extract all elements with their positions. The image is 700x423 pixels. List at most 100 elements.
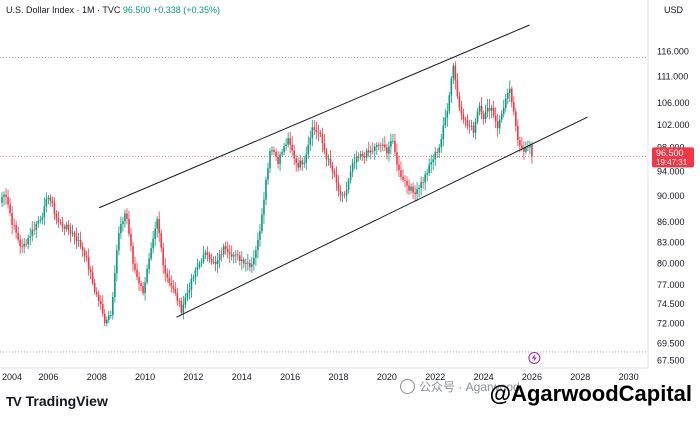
candle-up xyxy=(305,154,308,163)
candle-down xyxy=(519,140,521,146)
candle-up xyxy=(506,92,509,99)
candle-up xyxy=(341,194,344,196)
candle-up xyxy=(110,315,112,316)
candle-down xyxy=(315,129,318,132)
candle-up xyxy=(269,151,271,169)
channel-upper-line xyxy=(98,24,530,209)
candle-down xyxy=(91,272,94,283)
candle-down xyxy=(130,233,132,246)
candle-up xyxy=(388,146,390,154)
candle-down xyxy=(436,152,439,154)
candle-up xyxy=(438,147,441,153)
chart-header: U.S. Dollar Index · 1M · TVC 96.500 +0.3… xyxy=(6,5,220,15)
candle-up xyxy=(232,255,235,257)
candle-down xyxy=(230,253,233,257)
y-tick-label: 69.500 xyxy=(657,339,685,349)
candle-down xyxy=(11,212,13,226)
candle-down xyxy=(400,170,402,177)
candle-up xyxy=(373,146,376,151)
candle-up xyxy=(426,172,428,175)
candle-up xyxy=(311,127,314,138)
candle-down xyxy=(97,294,100,302)
candle-down xyxy=(49,197,52,201)
candle-down xyxy=(367,150,370,153)
candle-down xyxy=(164,265,167,274)
candle-down xyxy=(402,176,404,180)
candle-up xyxy=(3,194,5,197)
candle-down xyxy=(243,259,245,264)
candle-down xyxy=(128,218,130,234)
candle-down xyxy=(408,185,410,191)
candle-up xyxy=(182,304,185,313)
candle-down xyxy=(331,165,334,172)
candle-down xyxy=(53,203,56,214)
candle-up xyxy=(1,196,3,203)
candle-down xyxy=(361,154,364,156)
candle-up xyxy=(184,297,187,305)
candle-down xyxy=(454,65,457,81)
candle-up xyxy=(450,78,453,96)
candle-up xyxy=(150,248,152,259)
candle-down xyxy=(126,213,128,219)
candle-up xyxy=(194,269,197,278)
candle-down xyxy=(224,246,227,249)
y-tick-label: 106.000 xyxy=(657,98,690,108)
candle-down xyxy=(69,229,72,234)
candle-down xyxy=(325,150,328,160)
candle-down xyxy=(19,239,21,247)
candle-up xyxy=(478,105,481,112)
candle-down xyxy=(176,292,179,301)
candle-up xyxy=(418,187,420,190)
symbol-title[interactable]: U.S. Dollar Index · 1M · TVC xyxy=(6,5,121,15)
candle-up xyxy=(444,117,447,126)
candle-down xyxy=(79,240,82,247)
candle-down xyxy=(101,303,104,314)
candle-down xyxy=(333,171,336,175)
candle-up xyxy=(452,65,455,79)
candle-up xyxy=(486,107,489,112)
candle-up xyxy=(116,250,118,273)
candle-up xyxy=(65,224,68,229)
candle-up xyxy=(37,220,40,224)
candle-down xyxy=(89,269,92,273)
candle-down xyxy=(93,282,96,292)
watermark-text: 公众号 · Agarwood xyxy=(419,380,520,394)
candle-up xyxy=(247,262,249,264)
x-tick-label: 2008 xyxy=(87,372,107,382)
price-change: +0.338 (+0.35%) xyxy=(152,5,220,15)
candle-down xyxy=(319,132,322,135)
candle-down xyxy=(17,232,19,240)
candle-up xyxy=(71,232,74,234)
candle-down xyxy=(363,155,366,158)
candle-up xyxy=(365,150,368,158)
candle-down xyxy=(33,229,36,231)
candle-down xyxy=(214,261,217,265)
candle-down xyxy=(371,150,374,152)
candle-up xyxy=(196,266,199,270)
candle-up xyxy=(410,186,412,191)
candle-down xyxy=(337,182,340,192)
candle-down xyxy=(488,107,491,111)
candle-up xyxy=(442,125,445,140)
candle-down xyxy=(496,121,499,129)
candle-up xyxy=(253,257,255,265)
candle-down xyxy=(59,222,62,223)
y-tick-label: 80.000 xyxy=(657,258,685,268)
candle-down xyxy=(378,144,380,146)
candle-down xyxy=(492,107,495,116)
candle-down xyxy=(99,301,102,304)
candle-up xyxy=(118,233,120,251)
candle-down xyxy=(13,225,15,226)
candle-down xyxy=(158,219,160,234)
candle-up xyxy=(200,261,203,263)
x-tick-label: 2010 xyxy=(135,372,155,382)
candle-up xyxy=(281,152,283,155)
price-tag-countdown: 19:47:31 xyxy=(656,158,688,167)
candle-up xyxy=(29,236,32,238)
candle-up xyxy=(257,239,259,251)
candle-up xyxy=(263,199,265,215)
tradingview-brand[interactable]: TV TradingView xyxy=(6,393,108,409)
candle-down xyxy=(323,143,326,151)
